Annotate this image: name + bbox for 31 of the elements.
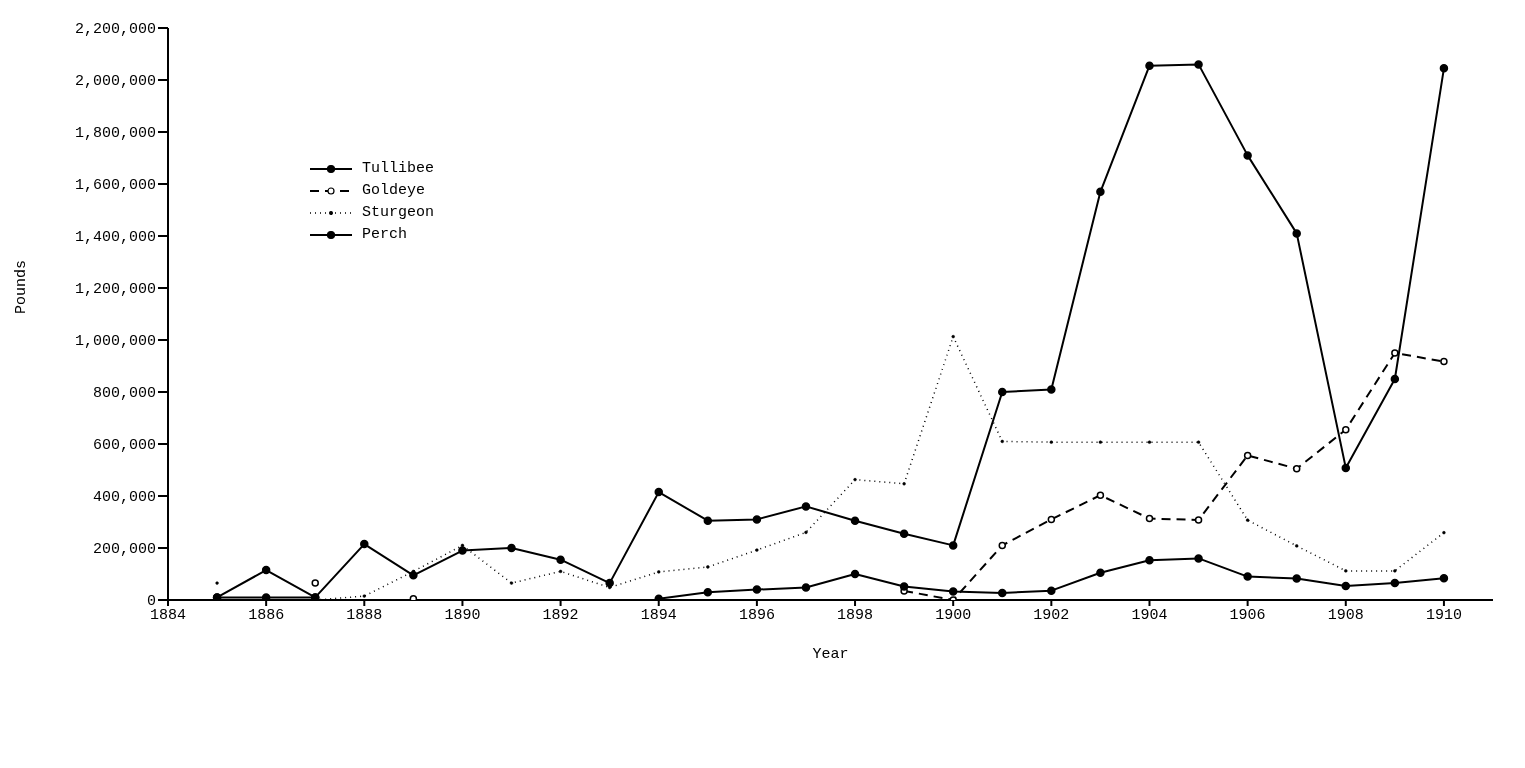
legend-label: Tullibee bbox=[362, 159, 435, 179]
y-tick-label: 2,000,000 bbox=[74, 73, 156, 91]
legend-label: Perch bbox=[362, 225, 408, 245]
x-tick-label: 1886 bbox=[248, 606, 285, 624]
y-tick-label: 1,000,000 bbox=[74, 333, 156, 351]
y-tick-label: 1,400,000 bbox=[74, 229, 156, 247]
x-tick-label: 1906 bbox=[1229, 606, 1266, 624]
y-tick-label: 400,000 bbox=[92, 489, 156, 507]
x-tick-label: 1900 bbox=[935, 606, 972, 624]
x-tick-label: 1892 bbox=[542, 606, 579, 624]
y-tick-label: 200,000 bbox=[92, 541, 156, 559]
y-axis-title: Pounds bbox=[13, 259, 31, 314]
y-tick-label: 600,000 bbox=[92, 437, 156, 455]
x-tick-label: 1894 bbox=[640, 606, 677, 624]
x-tick-label: 1908 bbox=[1327, 606, 1364, 624]
x-tick-label: 1902 bbox=[1033, 606, 1070, 624]
x-axis-title: Year bbox=[812, 646, 849, 663]
y-tick-label: 2,200,000 bbox=[74, 21, 156, 39]
x-tick-label: 1898 bbox=[837, 606, 874, 624]
x-tick-label: 1896 bbox=[738, 606, 775, 624]
x-tick-label: 1884 bbox=[149, 606, 187, 624]
x-tick-label: 1890 bbox=[444, 606, 481, 624]
x-tick-label: 1904 bbox=[1131, 606, 1168, 624]
x-tick-label: 1910 bbox=[1425, 606, 1462, 624]
y-tick-label: 1,200,000 bbox=[74, 281, 156, 299]
y-tick-label: 800,000 bbox=[92, 385, 156, 403]
legend-label: Sturgeon bbox=[362, 203, 435, 223]
y-tick-label: 1,600,000 bbox=[74, 177, 156, 195]
x-tick-label: 1888 bbox=[346, 606, 383, 624]
y-tick-label: 1,800,000 bbox=[74, 125, 156, 143]
legend-label: Goldeye bbox=[362, 181, 426, 201]
